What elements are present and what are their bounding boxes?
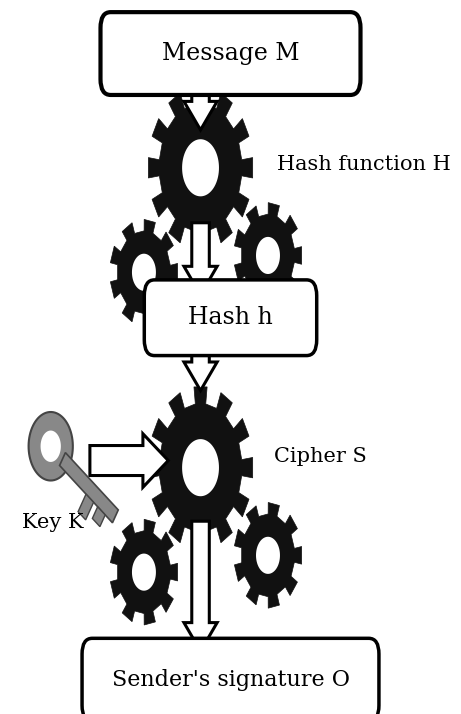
Polygon shape [256, 537, 280, 574]
Polygon shape [235, 503, 301, 608]
Text: Hash h: Hash h [188, 306, 273, 329]
Polygon shape [110, 219, 177, 325]
Polygon shape [184, 521, 217, 651]
Polygon shape [90, 434, 168, 487]
FancyBboxPatch shape [82, 638, 379, 714]
Polygon shape [29, 412, 73, 481]
Polygon shape [148, 87, 253, 248]
Text: Key K: Key K [22, 513, 84, 532]
Text: Cipher S: Cipher S [274, 448, 367, 466]
Polygon shape [182, 439, 219, 496]
Polygon shape [110, 519, 177, 625]
Text: Hash function H: Hash function H [277, 155, 450, 174]
Polygon shape [182, 139, 219, 196]
Polygon shape [132, 553, 156, 590]
Text: Message M: Message M [162, 42, 299, 65]
Polygon shape [92, 507, 105, 527]
Polygon shape [184, 79, 217, 130]
Polygon shape [184, 339, 217, 391]
Polygon shape [59, 453, 118, 523]
Polygon shape [148, 387, 253, 548]
Polygon shape [78, 494, 94, 520]
FancyBboxPatch shape [144, 280, 317, 356]
Polygon shape [256, 237, 280, 274]
Polygon shape [184, 223, 217, 295]
FancyBboxPatch shape [100, 12, 361, 95]
Polygon shape [41, 431, 61, 462]
Text: Sender's signature O: Sender's signature O [112, 669, 349, 690]
Polygon shape [235, 203, 301, 308]
Polygon shape [132, 253, 156, 291]
